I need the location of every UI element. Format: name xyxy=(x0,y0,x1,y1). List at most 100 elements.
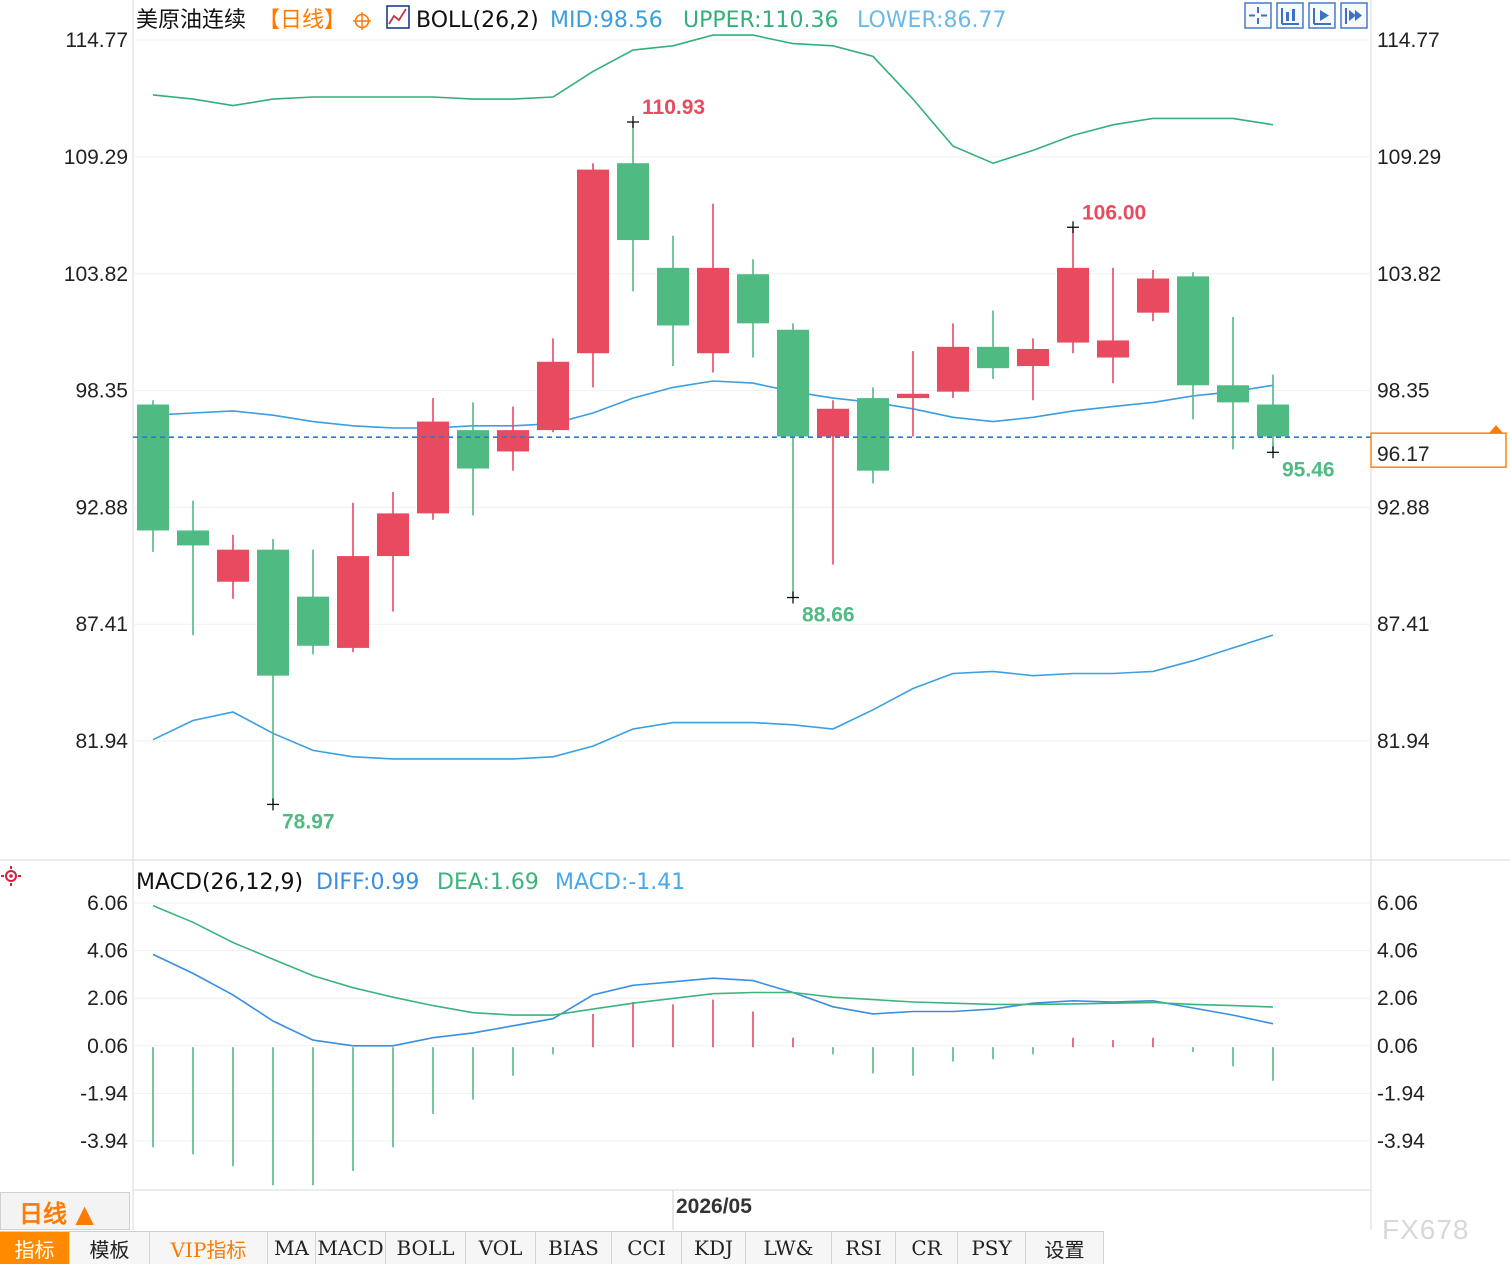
candle[interactable] xyxy=(457,402,489,516)
period-high-label: 110.93 xyxy=(642,96,705,119)
tab-6[interactable]: VOL xyxy=(466,1232,536,1264)
candle[interactable] xyxy=(577,163,609,388)
candle-body xyxy=(937,346,969,392)
candle[interactable] xyxy=(737,259,769,358)
tab-1[interactable]: 模板 xyxy=(70,1232,150,1264)
candle[interactable] xyxy=(977,310,1009,379)
candle-body xyxy=(497,430,529,452)
x-axis-date-label: 2026/05 xyxy=(676,1195,752,1218)
boll-mid-line xyxy=(152,380,1274,429)
price-tick-right: 87.41 xyxy=(1377,613,1430,636)
candle[interactable] xyxy=(257,539,289,805)
tab-13[interactable]: PSY xyxy=(958,1232,1026,1264)
crosshair-small-icon[interactable] xyxy=(353,12,371,30)
bar-chart-icon[interactable] xyxy=(1276,2,1304,29)
macd-settings-icon[interactable] xyxy=(1,866,21,886)
price-tick-right: 92.88 xyxy=(1377,496,1430,519)
play-forward-icon[interactable] xyxy=(1340,2,1368,29)
candle-body xyxy=(177,530,209,546)
candle[interactable] xyxy=(537,338,569,433)
tab-9[interactable]: KDJ xyxy=(682,1232,746,1264)
candle[interactable] xyxy=(1057,227,1089,354)
candle[interactable] xyxy=(177,500,209,636)
candle-body xyxy=(817,408,849,437)
macd-dea-value: DEA:1.69 xyxy=(437,870,539,895)
candle[interactable] xyxy=(217,534,249,599)
macd-indicator-name[interactable]: MACD(26,12,9) xyxy=(136,870,303,895)
candle-body xyxy=(297,596,329,646)
candle[interactable] xyxy=(1137,269,1169,322)
macd-dea-line xyxy=(152,904,1274,1016)
price-marker-icon xyxy=(1489,425,1503,434)
candle-body xyxy=(337,556,369,648)
candle[interactable] xyxy=(777,323,809,598)
candle[interactable] xyxy=(937,323,969,399)
price-tick-left: 81.94 xyxy=(75,730,128,753)
candle[interactable] xyxy=(137,400,169,552)
candle-body xyxy=(1217,385,1249,403)
crosshair-icon[interactable] xyxy=(1244,2,1272,29)
macd-diff-value: DIFF:0.99 xyxy=(316,870,419,895)
candle-body xyxy=(217,549,249,582)
tab-10[interactable]: LW& xyxy=(746,1232,832,1264)
tab-5[interactable]: BOLL xyxy=(386,1232,466,1264)
candle-body xyxy=(857,398,889,471)
period-selector[interactable]: 日线 ▲ xyxy=(0,1192,130,1230)
candle[interactable] xyxy=(417,398,449,520)
candle[interactable] xyxy=(1177,272,1209,420)
boll-mid-value: MID:98.56 xyxy=(550,8,663,33)
boll-lower-line xyxy=(152,634,1274,760)
play-back-icon[interactable] xyxy=(1308,2,1336,29)
candle-body xyxy=(137,404,169,531)
tab-7[interactable]: BIAS xyxy=(536,1232,612,1264)
last-low-label: 95.46 xyxy=(1282,458,1335,481)
tab-12[interactable]: CR xyxy=(896,1232,958,1264)
candle-body xyxy=(1177,276,1209,386)
tab-2[interactable]: VIP指标 xyxy=(150,1232,268,1264)
tab-3[interactable]: MA xyxy=(268,1232,316,1264)
candle-body xyxy=(977,346,1009,369)
candle[interactable] xyxy=(1097,267,1129,384)
candle-body xyxy=(697,267,729,354)
macd-diff-line xyxy=(152,953,1274,1047)
candle[interactable] xyxy=(1017,338,1049,401)
candle-body xyxy=(1017,348,1049,367)
candle[interactable] xyxy=(297,549,329,655)
candle[interactable] xyxy=(817,400,849,565)
boll-lower-value: LOWER:86.77 xyxy=(857,8,1006,33)
candle[interactable] xyxy=(337,502,369,653)
tab-4[interactable]: MACD xyxy=(316,1232,386,1264)
macd-tick-right: 4.06 xyxy=(1377,940,1418,963)
tab-11[interactable]: RSI xyxy=(832,1232,896,1264)
candle[interactable] xyxy=(617,121,649,292)
swing-high-label: 106.00 xyxy=(1082,201,1146,224)
macd-tick-right: -1.94 xyxy=(1377,1082,1425,1105)
candle-body xyxy=(617,163,649,241)
boll-indicator-name[interactable]: BOLL(26,2) xyxy=(416,8,539,33)
candle[interactable] xyxy=(697,203,729,373)
candle[interactable] xyxy=(1257,374,1289,453)
macd-tick-right: 0.06 xyxy=(1377,1035,1418,1058)
tab-14[interactable]: 设置 xyxy=(1026,1232,1104,1264)
candle[interactable] xyxy=(857,387,889,484)
tab-8[interactable]: CCI xyxy=(612,1232,682,1264)
candle[interactable] xyxy=(1217,316,1249,450)
macd-tick-right: 2.06 xyxy=(1377,987,1418,1010)
indicator-chart-icon[interactable] xyxy=(386,5,410,29)
candle[interactable] xyxy=(377,492,409,612)
current-price-label: 96.17 xyxy=(1377,443,1430,466)
candle-body xyxy=(1097,340,1129,358)
candle[interactable] xyxy=(497,406,529,471)
candle-body xyxy=(537,361,569,431)
current-price-box xyxy=(1370,432,1507,468)
candle[interactable] xyxy=(657,235,689,367)
boll-upper-value: UPPER:110.36 xyxy=(683,8,839,33)
swing-low-label: 88.66 xyxy=(802,604,855,627)
tab-0[interactable]: 指标 xyxy=(0,1232,70,1264)
candle-body xyxy=(577,169,609,354)
candle[interactable] xyxy=(897,351,929,437)
price-tick-right: 98.35 xyxy=(1377,380,1430,403)
macd-tick-left: 4.06 xyxy=(87,940,128,963)
price-tick-left: 109.29 xyxy=(64,146,128,169)
